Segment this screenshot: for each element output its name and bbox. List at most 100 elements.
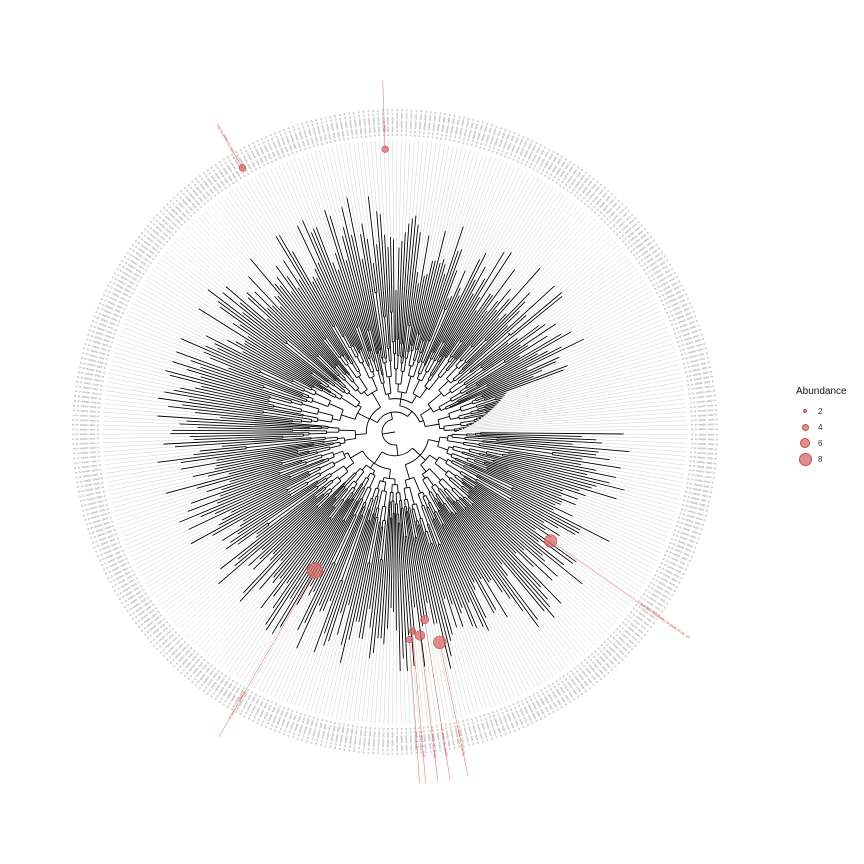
branch [373, 360, 378, 371]
branch [420, 226, 464, 353]
tip-guide-line [152, 542, 231, 595]
tip-guide-line [508, 251, 625, 344]
branch [445, 406, 451, 410]
branch [200, 376, 271, 397]
branch [259, 505, 318, 560]
branch [428, 249, 463, 341]
branch [373, 496, 379, 514]
tip-guide-line [112, 356, 166, 371]
branch [416, 373, 420, 379]
tip-label: o-o-oooo-ooo-o [399, 109, 404, 136]
tip-guide-line [375, 140, 381, 215]
branch [450, 456, 456, 460]
tip-guide-line [623, 433, 687, 435]
branch [361, 477, 367, 485]
tip-guide-line [105, 390, 159, 399]
branch [462, 478, 476, 488]
branch [451, 462, 464, 470]
tip-guide-line [547, 276, 643, 337]
tip-guide-line [559, 310, 661, 358]
branch [438, 456, 448, 462]
tip-label: o-o-oooo-ooo-o [74, 463, 101, 470]
branch [356, 356, 361, 364]
branch [323, 446, 330, 449]
branch [334, 253, 371, 359]
tip-guide-line [170, 244, 241, 303]
tip-guide-line [563, 330, 670, 371]
tip-guide-line [580, 464, 683, 483]
branch [496, 440, 630, 453]
branch [397, 240, 403, 340]
branch [427, 506, 432, 514]
tip-guide-line [509, 210, 586, 299]
tip-guide-line [217, 607, 262, 665]
tip-guide-line [629, 451, 686, 457]
branch [377, 309, 381, 321]
tip-label: o-o-oooo-ooo-o [77, 375, 104, 384]
tip-guide-line [258, 595, 309, 691]
abundance-legend: Abundance 2 4 6 8 [796, 386, 860, 467]
branch [371, 501, 376, 512]
branch [357, 497, 361, 502]
tip-label: o-o-oooo-ooo-o [305, 716, 316, 743]
tip-label: o-o-oooo-ooo-o [343, 113, 351, 140]
tip-guide-line [396, 630, 398, 724]
branch [317, 262, 360, 354]
tip-guide-line [555, 314, 663, 362]
tip-guide-line [609, 482, 680, 500]
tip-label: o-o-oooo-ooo-o [75, 384, 102, 392]
highlight-guide-line [382, 80, 386, 150]
tip-guide-line [173, 583, 219, 623]
tip-guide-line [462, 607, 500, 705]
tip-guide-line [543, 522, 645, 585]
tip-guide-line [401, 140, 406, 241]
branch [361, 258, 380, 351]
branch [454, 369, 469, 382]
branch [267, 308, 318, 358]
branch [272, 482, 345, 555]
branch [165, 370, 270, 399]
branch [179, 423, 310, 430]
branch [288, 408, 301, 413]
branch [477, 406, 485, 410]
branch [461, 325, 509, 369]
highlight-tip-label: 1_mot_1_1H80 [429, 730, 437, 760]
branch [409, 507, 412, 514]
tip-label: o-o-oooo-ooo-o [482, 714, 494, 741]
branch [274, 295, 337, 367]
branch [328, 426, 339, 429]
branch [405, 506, 408, 512]
branch [460, 488, 469, 497]
branch [453, 487, 465, 499]
branch [283, 260, 349, 360]
tip-label: o-o-oooo-ooo-o [74, 394, 101, 401]
tip-guide-line [270, 622, 305, 697]
branch [356, 389, 362, 395]
tip-label: o-o-oooo-ooo-o [677, 520, 704, 532]
branch [353, 483, 358, 489]
branch [431, 486, 438, 495]
branch [461, 405, 477, 412]
tip-guide-line [103, 420, 180, 425]
tip-guide-line [474, 582, 532, 691]
tip-guide-line [224, 194, 277, 267]
branch [430, 491, 436, 500]
branch [354, 528, 361, 545]
branch [442, 478, 454, 490]
tip-guide-line [185, 228, 268, 309]
branch [456, 392, 467, 399]
branch [381, 506, 384, 513]
branch [463, 466, 610, 542]
branch [361, 223, 384, 358]
tip-guide-line [388, 140, 391, 238]
branch [474, 460, 578, 500]
branch [442, 279, 476, 343]
tip-guide-line [306, 641, 329, 711]
branch [352, 381, 360, 389]
tip-label: o-o-oooo-ooo-o [73, 450, 100, 456]
tip-guide-line [487, 372, 682, 414]
tip-guide-line [418, 141, 428, 225]
tip-guide-line [105, 462, 182, 474]
tip-guide-line [572, 444, 687, 453]
branch [524, 449, 542, 453]
